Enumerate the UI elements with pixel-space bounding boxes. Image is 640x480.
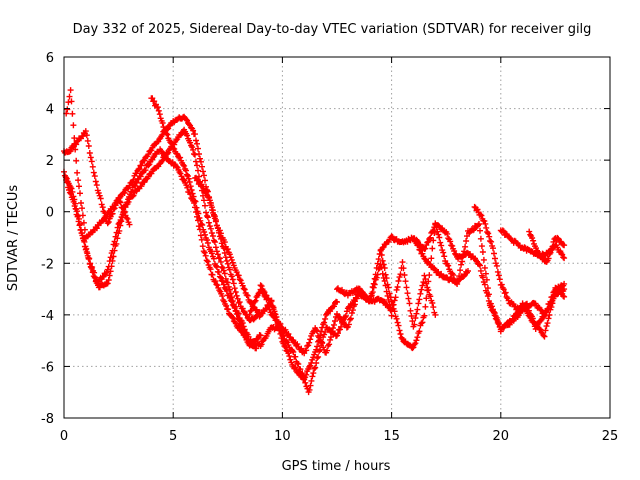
x-tick-label: 5	[169, 429, 177, 444]
y-tick-label: 6	[46, 51, 54, 66]
grid-lines	[64, 57, 610, 418]
series-track-4	[63, 87, 133, 241]
y-tick-label: 2	[46, 154, 54, 169]
series-markers	[63, 87, 133, 241]
series-track-14	[410, 236, 471, 286]
plot-frame	[63, 56, 611, 419]
y-axis-label: SDTVAR / TECUs	[6, 185, 21, 292]
x-axis-label: GPS time / hours	[282, 459, 391, 474]
series-markers	[526, 228, 568, 265]
x-tick-label: 15	[383, 429, 400, 444]
x-tick-label: 25	[602, 429, 619, 444]
y-tick-label: 0	[46, 206, 54, 221]
data-points	[61, 87, 568, 396]
y-tick-label: -4	[41, 309, 54, 324]
x-tick-label: 20	[493, 429, 510, 444]
chart-title: Day 332 of 2025, Sidereal Day-to-day VTE…	[73, 22, 592, 37]
series-markers	[410, 236, 471, 286]
series-markers	[148, 95, 286, 349]
series-markers	[471, 203, 568, 332]
series-track-13	[526, 228, 568, 265]
x-tick-label: 10	[274, 429, 291, 444]
series-track-5	[148, 95, 286, 349]
y-tick-label: -2	[41, 257, 54, 272]
y-tick-label: -6	[41, 360, 54, 375]
series-markers	[61, 113, 264, 318]
y-tick-label: 4	[46, 103, 54, 118]
x-tick-labels: 0 5 10 15 20 25	[60, 429, 618, 444]
series-track-11	[471, 203, 568, 332]
series-track-1	[61, 113, 264, 318]
y-tick-labels: -8 -6 -4 -2 0 2 4 6	[41, 51, 54, 427]
x-tick-label: 0	[60, 429, 68, 444]
y-tick-label: -8	[41, 412, 54, 427]
axis-ticks	[63, 56, 611, 419]
